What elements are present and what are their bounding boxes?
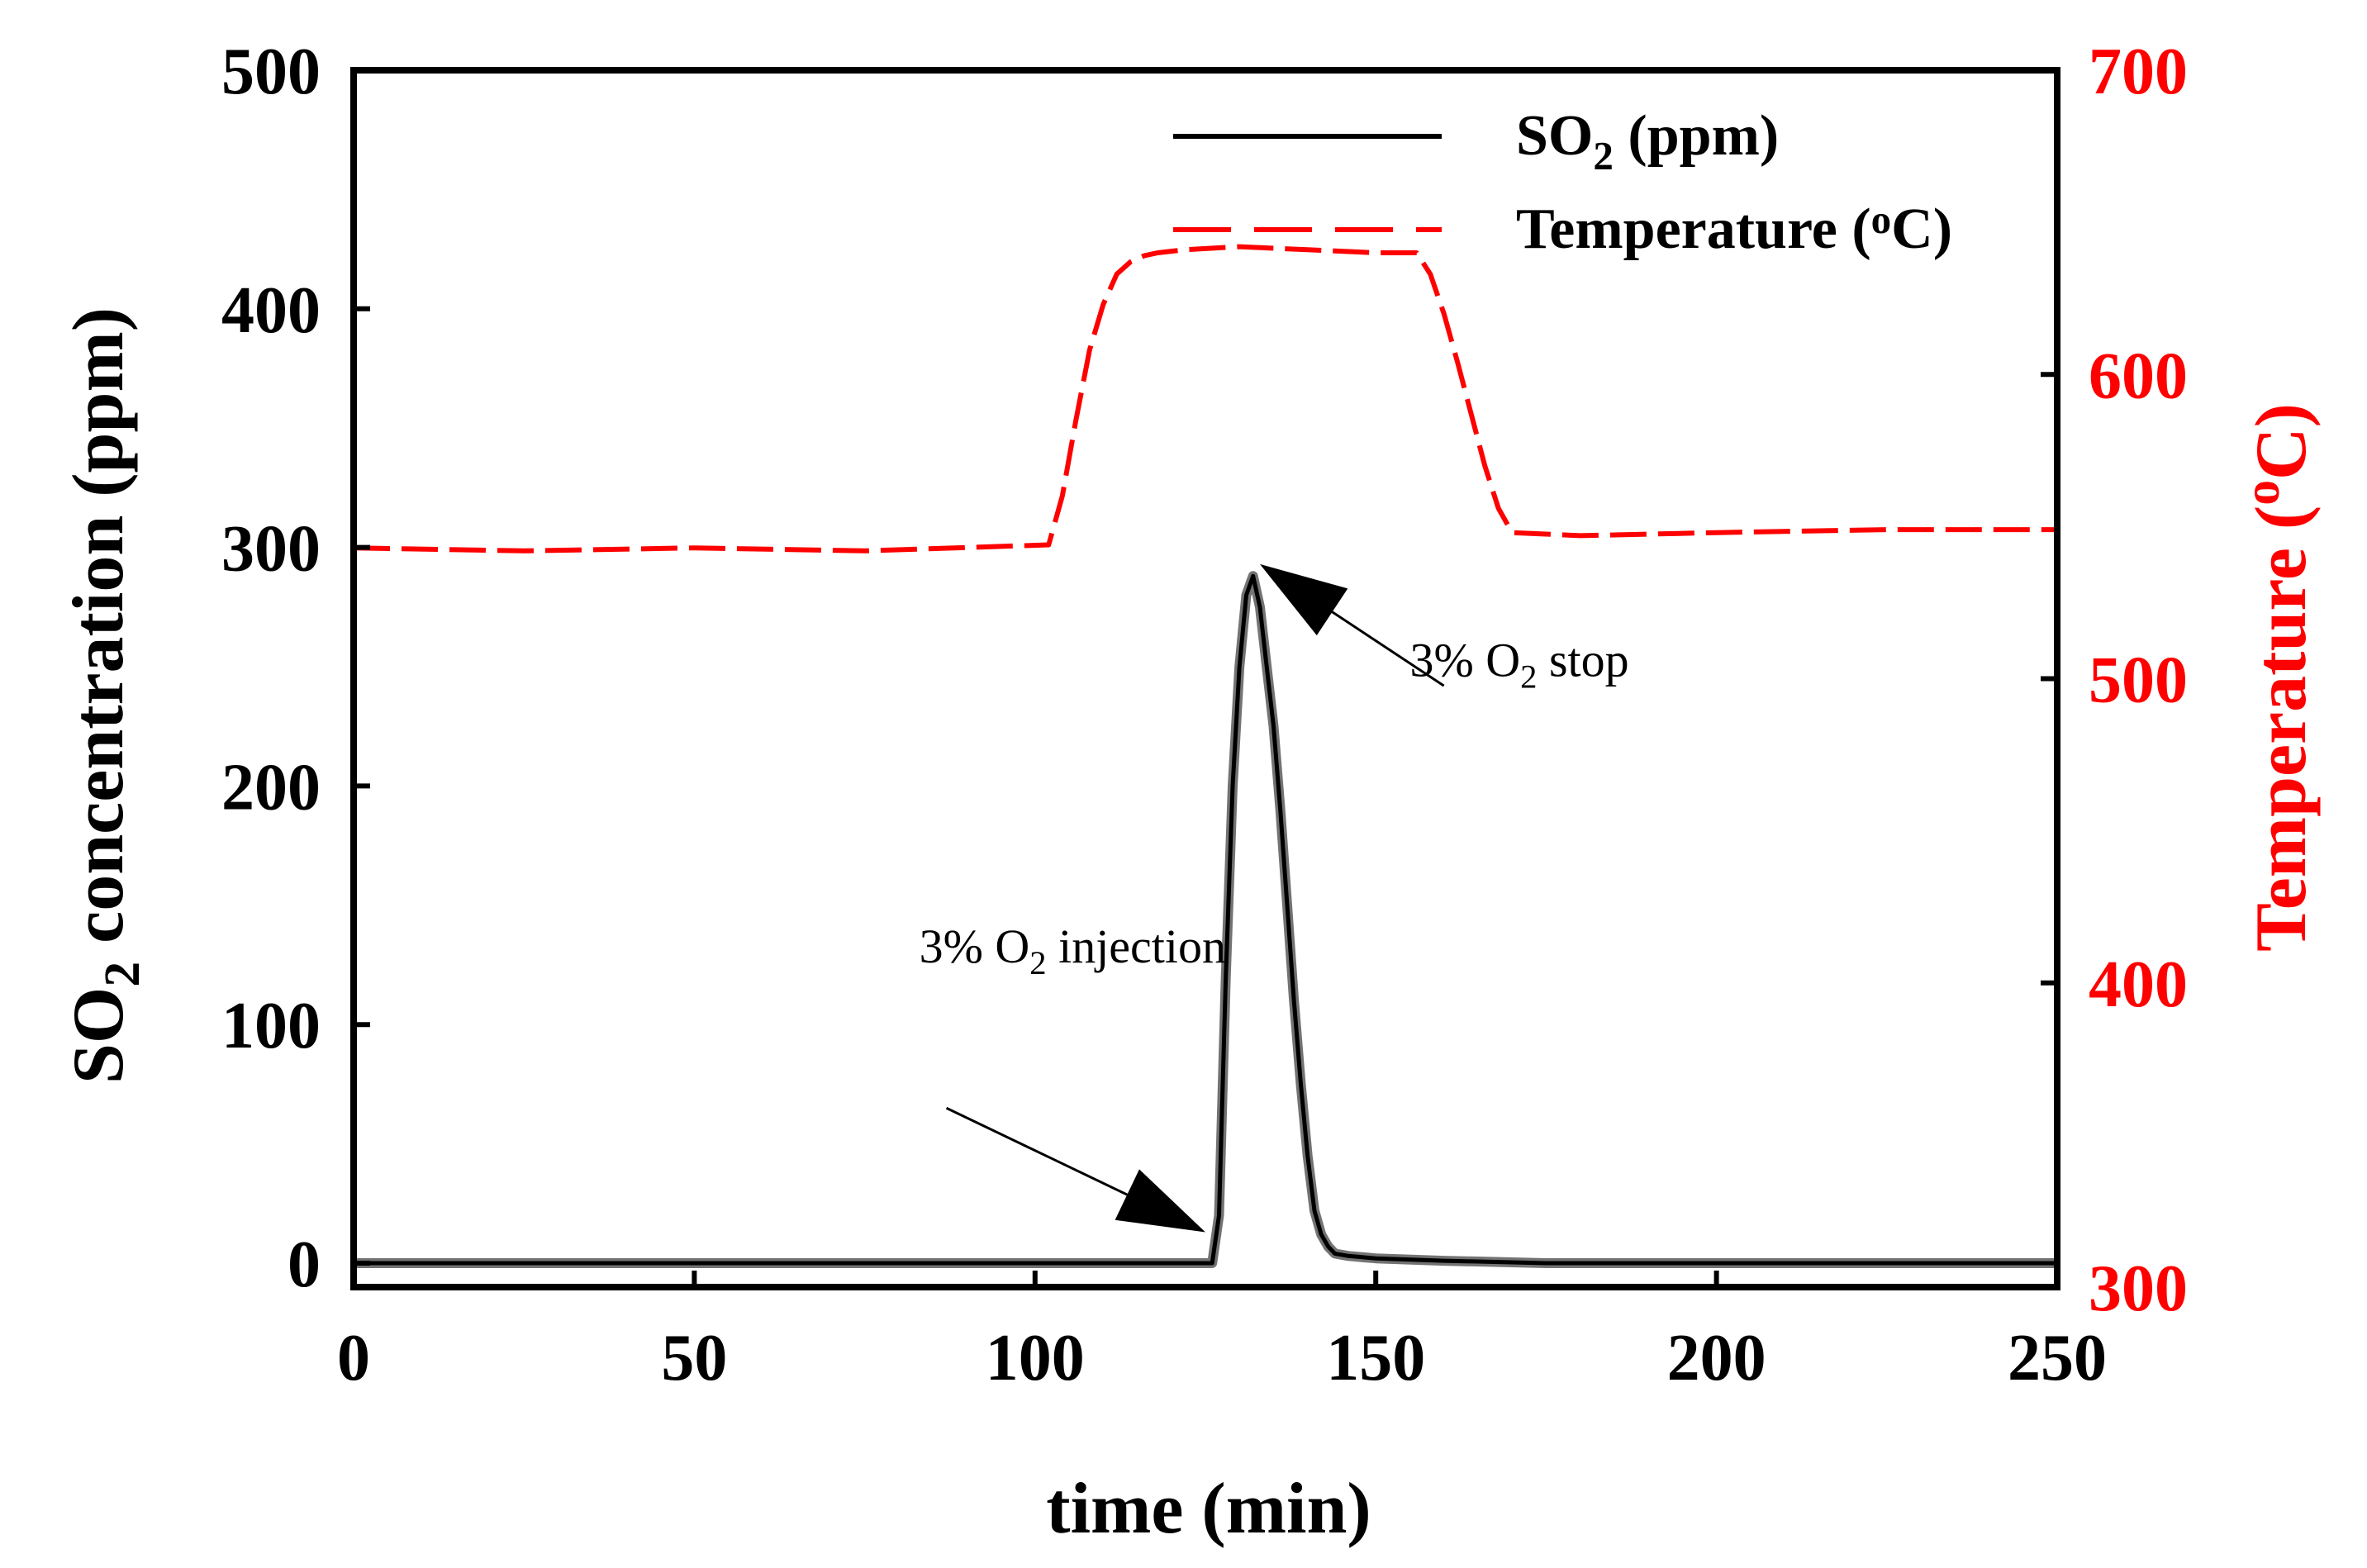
y-tick-label: 100 [221, 990, 321, 1062]
y2-tick-label: 600 [2089, 340, 2188, 412]
annotation-arrowhead-stop [1259, 563, 1348, 636]
y2-tick-label: 400 [2089, 948, 2188, 1021]
annotation-injection: 3% O2 injection [920, 919, 1226, 981]
x-tick-label: 50 [661, 1322, 727, 1395]
annotation-stop: 3% O2 stop [1409, 634, 1628, 696]
y-tick-label: 500 [221, 36, 321, 108]
x-axis-title: time (min) [1046, 1469, 1371, 1549]
x-tick-label: 250 [2008, 1322, 2107, 1395]
x-tick-label: 200 [1667, 1322, 1766, 1395]
x-tick-label: 150 [1326, 1322, 1425, 1395]
legend-label-so2: SO2 (ppm) [1516, 104, 1779, 178]
y2-axis-title: Temperature (oC) [2234, 403, 2322, 952]
temperature-line [353, 244, 2057, 554]
axis-ticks: 0 50 100 150 200 250 0 100 200 300 400 500 300 400 500… [221, 36, 2188, 1395]
annotation-arrow-injection [945, 1106, 1128, 1196]
y2-tick-label: 500 [2089, 644, 2188, 717]
x-tick-label: 0 [337, 1322, 370, 1395]
annotations: 3% O2 stop 3% O2 injection [920, 563, 1629, 1233]
legend-label-temperature: Temperature (oC) [1516, 197, 1952, 261]
y-tick-label: 300 [221, 513, 321, 586]
plot-series [353, 244, 2057, 1268]
y-tick-label: 0 [288, 1228, 321, 1301]
y-tick-label: 400 [221, 274, 321, 347]
x-tick-label: 100 [986, 1322, 1085, 1395]
y2-tick-label: 300 [2089, 1252, 2188, 1325]
y-axis-title: SO2 concentration (ppm) [59, 307, 150, 1084]
y-tick-label: 200 [221, 751, 321, 824]
annotation-arrow-stop [1331, 611, 1445, 687]
annotation-arrowhead-injection [1115, 1169, 1205, 1233]
so2-line-noise-band [354, 571, 2057, 1268]
legend: SO2 (ppm) Temperature (oC) [1173, 104, 1952, 261]
y2-tick-label: 700 [2089, 36, 2188, 108]
